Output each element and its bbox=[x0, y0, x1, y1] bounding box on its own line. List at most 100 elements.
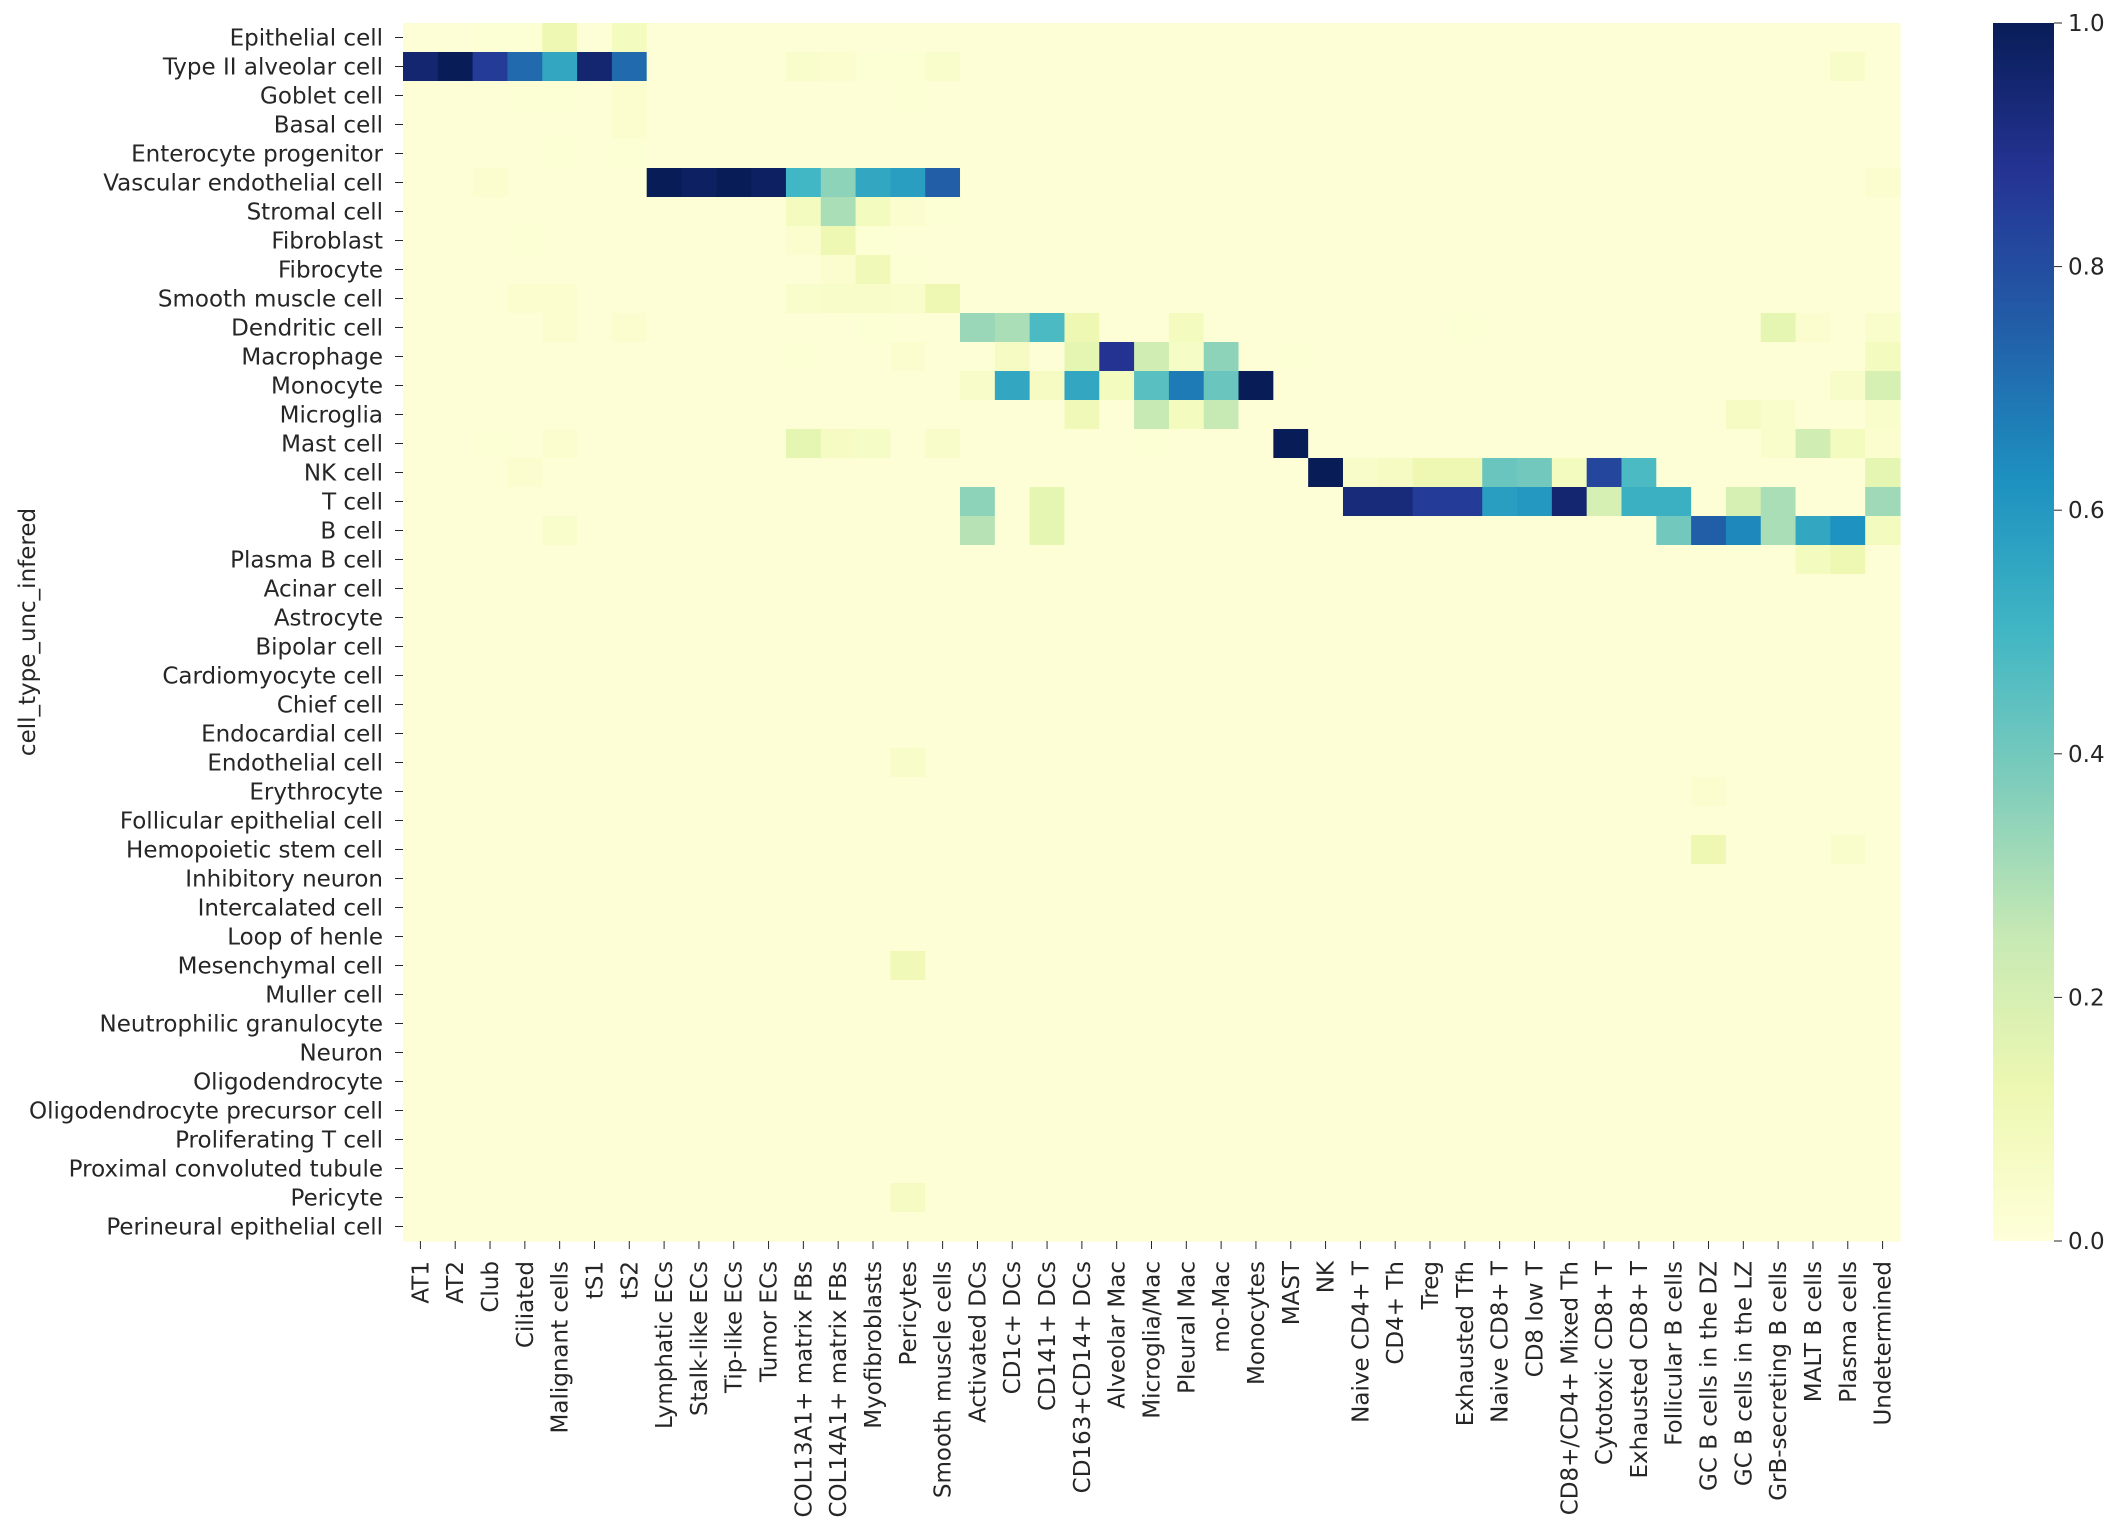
heatmap-cell bbox=[1830, 1096, 1866, 1126]
row-tick-label: Cardiomyocyte cell bbox=[162, 664, 383, 690]
heatmap-cell bbox=[1621, 574, 1657, 604]
heatmap-cell bbox=[611, 255, 648, 285]
heatmap-cell bbox=[994, 1038, 1031, 1068]
heatmap-cell bbox=[1064, 748, 1100, 778]
heatmap-cell bbox=[542, 23, 578, 53]
heatmap-cell bbox=[507, 1009, 543, 1039]
heatmap-cell bbox=[1273, 1096, 1309, 1126]
heatmap-cell bbox=[960, 139, 996, 169]
heatmap-cell bbox=[1377, 777, 1414, 807]
heatmap-cell bbox=[1551, 1067, 1588, 1097]
heatmap-cell bbox=[1586, 1038, 1623, 1068]
heatmap-cell bbox=[994, 690, 1031, 720]
heatmap-cell bbox=[1412, 110, 1449, 140]
heatmap-cell bbox=[1238, 313, 1274, 343]
heatmap-cell bbox=[1134, 980, 1170, 1010]
heatmap-cell bbox=[403, 52, 439, 82]
heatmap-cell bbox=[1134, 1154, 1170, 1184]
heatmap-cell bbox=[1517, 835, 1553, 865]
heatmap-cell bbox=[1725, 400, 1762, 430]
heatmap-cell bbox=[437, 1183, 474, 1213]
heatmap-cell bbox=[403, 1096, 439, 1126]
heatmap-cell bbox=[1308, 690, 1344, 720]
heatmap-cell bbox=[1586, 835, 1623, 865]
heatmap-cell bbox=[681, 893, 717, 923]
heatmap-cell bbox=[751, 719, 787, 749]
heatmap-cell bbox=[542, 1154, 578, 1184]
heatmap-cell bbox=[1551, 1212, 1588, 1242]
heatmap-cell bbox=[1830, 139, 1866, 169]
heatmap-cell bbox=[681, 81, 717, 111]
column-tick-label: Plasma cells bbox=[1836, 1261, 1862, 1403]
heatmap-cell bbox=[960, 429, 996, 459]
heatmap-cell bbox=[1517, 603, 1553, 633]
heatmap-cell bbox=[1621, 458, 1657, 488]
heatmap-cell bbox=[1830, 226, 1866, 256]
heatmap-cell bbox=[646, 1154, 683, 1184]
heatmap-cell bbox=[1168, 371, 1205, 401]
heatmap-cell bbox=[1342, 1212, 1379, 1242]
heatmap-cell bbox=[1517, 110, 1553, 140]
heatmap-cell bbox=[1865, 690, 1901, 720]
heatmap-cell bbox=[1238, 1096, 1274, 1126]
heatmap-cell bbox=[507, 835, 543, 865]
heatmap-cell bbox=[1308, 835, 1344, 865]
heatmap-cell bbox=[1238, 864, 1274, 894]
heatmap-cell bbox=[820, 400, 857, 430]
heatmap-cell bbox=[1134, 922, 1170, 952]
heatmap-cell bbox=[1830, 110, 1866, 140]
heatmap-cell bbox=[1795, 893, 1831, 923]
heatmap-cell bbox=[681, 777, 717, 807]
heatmap-cell bbox=[820, 922, 857, 952]
heatmap-cell bbox=[1168, 23, 1205, 53]
colorbar-tick-label: 0.6 bbox=[2068, 498, 2105, 524]
heatmap-cell bbox=[1099, 342, 1135, 372]
column-tick-label: Club bbox=[478, 1261, 504, 1313]
heatmap-cell bbox=[785, 1067, 822, 1097]
heatmap-cell bbox=[820, 1212, 857, 1242]
heatmap-cell bbox=[577, 487, 613, 517]
heatmap-cell bbox=[751, 951, 787, 981]
heatmap-cell bbox=[1865, 748, 1901, 778]
heatmap-cell bbox=[1795, 429, 1831, 459]
heatmap-cell bbox=[577, 458, 613, 488]
heatmap-cell bbox=[1412, 458, 1449, 488]
heatmap-cell bbox=[1064, 632, 1100, 662]
heatmap-cell bbox=[1064, 226, 1100, 256]
heatmap-cell bbox=[716, 574, 752, 604]
heatmap-cell bbox=[1517, 197, 1553, 227]
heatmap-cell bbox=[1551, 516, 1588, 546]
heatmap-cell bbox=[751, 777, 787, 807]
heatmap-cell bbox=[1377, 1154, 1414, 1184]
heatmap-cell bbox=[577, 284, 613, 314]
heatmap-cell bbox=[1656, 1067, 1692, 1097]
heatmap-cell bbox=[1621, 545, 1657, 575]
heatmap-cell bbox=[1168, 487, 1205, 517]
heatmap-cell bbox=[611, 777, 648, 807]
heatmap-cell bbox=[1551, 980, 1588, 1010]
heatmap-cell bbox=[855, 806, 891, 836]
heatmap-cell bbox=[1099, 458, 1135, 488]
heatmap-cell bbox=[1168, 1038, 1205, 1068]
heatmap-cell bbox=[1517, 23, 1553, 53]
heatmap-cell bbox=[716, 603, 752, 633]
heatmap-cell bbox=[1099, 661, 1135, 691]
heatmap-cell bbox=[1134, 81, 1170, 111]
heatmap-cell bbox=[1099, 980, 1135, 1010]
heatmap-cell bbox=[925, 777, 961, 807]
heatmap-cell bbox=[437, 516, 474, 546]
heatmap-cell bbox=[1203, 371, 1240, 401]
heatmap-cell bbox=[1656, 748, 1692, 778]
heatmap-cell bbox=[716, 139, 752, 169]
heatmap-cell bbox=[925, 719, 961, 749]
heatmap-cell bbox=[820, 574, 857, 604]
heatmap-cell bbox=[785, 458, 822, 488]
heatmap-cell bbox=[1377, 1125, 1414, 1155]
heatmap-cell bbox=[1656, 1096, 1692, 1126]
heatmap-cell bbox=[1412, 1125, 1449, 1155]
heatmap-cell bbox=[1760, 458, 1797, 488]
heatmap-cell bbox=[1029, 632, 1066, 662]
heatmap-cell bbox=[1482, 632, 1518, 662]
heatmap-cell bbox=[1691, 429, 1727, 459]
heatmap-cell bbox=[1238, 690, 1274, 720]
